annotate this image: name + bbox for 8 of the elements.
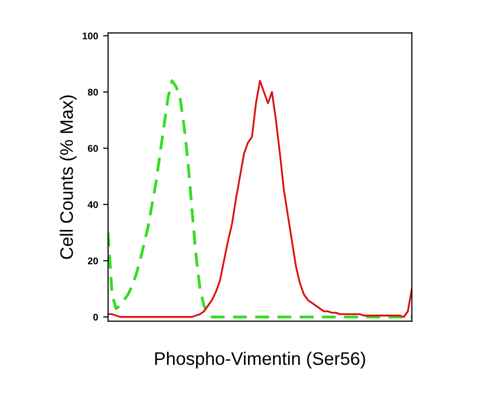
y-tick-label: 20: [88, 257, 98, 264]
y-tick-label: 60: [88, 144, 98, 152]
y-axis-title: Cell Counts (% Max): [60, 95, 77, 259]
x-axis-title: Phospho-Vimentin (Ser56): [155, 352, 366, 369]
y-tick-label: 0: [93, 314, 98, 321]
y-tick-label: 100: [82, 32, 98, 40]
y-tick-label: 80: [88, 88, 98, 96]
y-tick-label: 40: [88, 201, 98, 208]
